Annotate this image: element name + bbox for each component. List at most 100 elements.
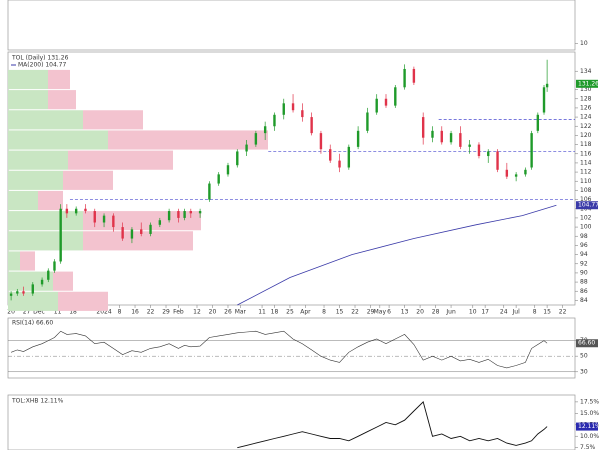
candle-body xyxy=(384,98,388,106)
last-ratio-label-box xyxy=(576,422,598,431)
x-tick-label: Jul xyxy=(512,309,521,316)
price-y-tick-label: 120 xyxy=(580,132,592,139)
candle-body xyxy=(263,126,267,134)
ratio-y-tick-label: 17.5% xyxy=(580,398,599,405)
candle-body xyxy=(254,133,258,145)
last-rsi-label-box xyxy=(576,339,598,348)
x-tick-label: 16 xyxy=(131,309,139,316)
top-y-tick-label: 10 xyxy=(580,40,588,47)
price-y-tick-label: 108 xyxy=(580,187,592,194)
x-tick-label: 17 xyxy=(481,309,489,316)
candle-body xyxy=(338,160,341,168)
x-tick-label: 12 xyxy=(193,309,201,316)
x-tick-label: 11 xyxy=(258,309,266,316)
ratio-y-tick-label: 15.0% xyxy=(580,410,599,417)
price-y-tick-label: 94 xyxy=(580,251,588,258)
ratio-y-tick-label: 10.0% xyxy=(580,433,599,440)
candle-body xyxy=(505,169,509,177)
volume-up xyxy=(8,190,38,211)
ma-line xyxy=(237,204,557,306)
x-tick-label: 18 xyxy=(69,309,77,316)
x-tick-label: 20 xyxy=(416,309,424,316)
x-tick-label: 22 xyxy=(351,309,359,316)
x-tick-label: Jun xyxy=(445,309,456,316)
price-y-tick-label: 98 xyxy=(580,233,588,240)
volume-down xyxy=(108,130,268,150)
x-tick-label: 22 xyxy=(147,309,155,316)
candle-body xyxy=(208,183,211,200)
price-y-tick-label: 86 xyxy=(580,288,588,295)
candle-body xyxy=(282,103,285,115)
x-tick-label: 25 xyxy=(286,309,294,316)
rsi-y-tick-label: 50 xyxy=(580,353,588,360)
volume-up xyxy=(8,130,108,150)
x-tick-label: 18 xyxy=(271,309,279,316)
x-tick-label: Apr xyxy=(300,309,311,316)
candle-body xyxy=(310,117,313,134)
candle-body xyxy=(130,229,134,239)
candle-body xyxy=(524,169,527,175)
candle-body xyxy=(40,279,44,285)
rsi-panel-frame xyxy=(7,317,576,379)
volume-up xyxy=(8,110,83,130)
price-y-tick-label: 88 xyxy=(580,279,588,286)
x-tick-label: 15 xyxy=(543,309,551,316)
volume-down xyxy=(48,90,76,110)
volume-up xyxy=(8,291,58,311)
candle-body xyxy=(487,151,490,157)
volume-down xyxy=(38,190,63,211)
price-y-tick-label: 134 xyxy=(580,68,592,75)
candle-body xyxy=(121,227,124,239)
candle-body xyxy=(468,144,471,147)
x-tick-label: 10 xyxy=(469,309,477,316)
candle-body xyxy=(183,211,186,218)
candle-body xyxy=(112,215,115,228)
plot-layer: 1084868890929496981001021041061081101121… xyxy=(7,40,600,450)
ratio-line xyxy=(237,401,548,449)
price-y-tick-label: 112 xyxy=(580,169,592,176)
x-tick-label: 29 xyxy=(162,309,170,316)
x-tick-label: 22 xyxy=(559,309,567,316)
candle-body xyxy=(16,291,19,294)
candle-body xyxy=(431,130,434,138)
x-tick-label: Mar xyxy=(235,309,247,316)
rsi-line xyxy=(10,330,548,369)
last-ma-label: 104.77 xyxy=(578,202,599,209)
candle-body xyxy=(226,165,230,175)
candle-body xyxy=(375,98,378,113)
candle-body xyxy=(189,211,193,214)
candle-body xyxy=(167,211,171,221)
candle-body xyxy=(273,114,276,127)
candle-body xyxy=(217,174,220,184)
candle-body xyxy=(366,112,369,131)
candle-body xyxy=(236,151,239,166)
candle-body xyxy=(140,229,143,234)
candle-body xyxy=(530,133,533,168)
x-tick-label: 6 xyxy=(387,309,391,316)
candle-body xyxy=(53,261,56,271)
volume-down xyxy=(68,150,173,170)
candle-body xyxy=(542,87,546,113)
volume-down xyxy=(83,110,143,130)
candle-body xyxy=(449,133,453,143)
last-ma-label-box xyxy=(576,201,598,210)
volume-up xyxy=(8,251,20,271)
price-y-tick-label: 126 xyxy=(580,104,592,111)
price-y-tick-label: 90 xyxy=(580,269,588,276)
price-y-tick-label: 118 xyxy=(580,141,592,148)
x-tick-label: 20 xyxy=(209,309,217,316)
top-panel-frame xyxy=(7,0,576,51)
volume-down xyxy=(83,211,201,231)
price-y-tick-label: 102 xyxy=(580,214,592,221)
candle-body xyxy=(514,174,518,177)
x-tick-label: 13 xyxy=(401,309,409,316)
ratio-y-tick-label: 7.5% xyxy=(580,444,596,450)
price-y-tick-label: 110 xyxy=(580,178,592,185)
candle-body xyxy=(177,211,180,218)
volume-down xyxy=(83,231,193,251)
candle-body xyxy=(356,130,360,147)
x-tick-label: 8 xyxy=(118,309,122,316)
x-tick-label: 2024 xyxy=(96,309,111,316)
price-y-tick-label: 124 xyxy=(580,114,592,121)
